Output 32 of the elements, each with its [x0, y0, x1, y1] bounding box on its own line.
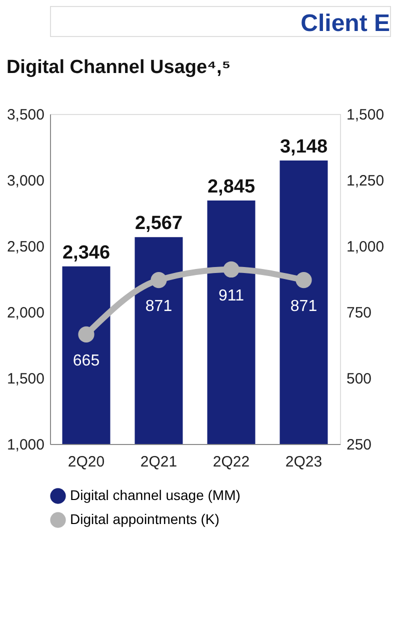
data-label: 911	[218, 287, 244, 304]
y2-tick-label: 500	[346, 370, 372, 388]
text: Client E	[300, 10, 390, 37]
y2-tick-label: 1,250	[346, 172, 384, 190]
point	[296, 272, 312, 288]
x-tick-label: 2Q20	[68, 454, 105, 470]
y-tick-label: 3,000	[6, 172, 44, 190]
point	[150, 272, 167, 288]
y-tick-label: 3,500	[6, 106, 44, 124]
y-tick-label: 1,500	[6, 370, 44, 388]
data-label: 2,845	[207, 176, 256, 198]
x-tick-label: 2Q22	[212, 454, 250, 470]
data-label: 2,567	[134, 213, 183, 234]
y2-tick-label: 1,000	[346, 238, 384, 256]
y2-tick-label: 250	[346, 436, 372, 454]
legend-label: Digital channel usage (MM)	[70, 487, 240, 503]
data-label: 871	[145, 298, 172, 316]
data-label: 3,148	[280, 136, 328, 158]
point	[78, 326, 94, 342]
data-label: 2,346	[62, 242, 110, 264]
legend-label: Digital appointments (K)	[70, 511, 220, 527]
x-tick-label: 2Q23	[285, 454, 322, 470]
y-tick-label: 2,000	[6, 304, 44, 322]
y2-tick-label: 750	[346, 304, 372, 322]
chart-title: Digital Channel Usage⁴,⁵	[6, 57, 231, 78]
y-tick-label: 2,500	[6, 238, 44, 256]
data-label: 665	[72, 352, 100, 370]
y-tick-label: 1,000	[6, 436, 44, 454]
point	[223, 261, 240, 278]
x-tick-label: 2Q21	[140, 454, 178, 470]
data-label: 871	[290, 298, 318, 316]
y2-tick-label: 1,500	[346, 106, 384, 124]
